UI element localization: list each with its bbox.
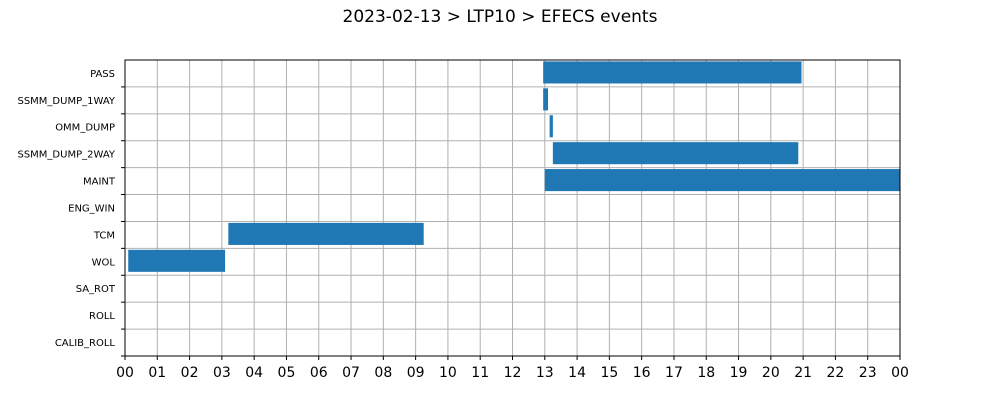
x-tick-label: 14 bbox=[568, 365, 586, 381]
event-bar-maint bbox=[544, 169, 900, 192]
event-bar-tcm bbox=[228, 222, 424, 245]
x-tick-label: 21 bbox=[794, 365, 812, 381]
y-tick-label: PASS bbox=[90, 69, 115, 80]
x-tick-label: 05 bbox=[278, 365, 296, 381]
x-tick-label: 03 bbox=[213, 365, 231, 381]
x-tick-label: 19 bbox=[730, 365, 748, 381]
event-bar-ssmm-dump-2way bbox=[552, 142, 799, 165]
x-tick-label: 16 bbox=[633, 365, 651, 381]
x-tick-label: 18 bbox=[697, 365, 715, 381]
x-tick-label: 20 bbox=[762, 365, 780, 381]
chart-title: 2023-02-13 > LTP10 > EFECS events bbox=[343, 7, 658, 27]
x-tick-label: 06 bbox=[310, 365, 328, 381]
y-tick-label: MAINT bbox=[83, 177, 116, 188]
x-tick-label: 07 bbox=[342, 365, 360, 381]
x-tick-label: 15 bbox=[600, 365, 618, 381]
y-tick-label: SA_ROT bbox=[76, 284, 116, 295]
y-tick-label: SSMM_DUMP_2WAY bbox=[17, 150, 115, 161]
x-tick-label: 12 bbox=[504, 365, 522, 381]
grid-layer bbox=[124, 60, 901, 356]
x-tick-label: 11 bbox=[471, 365, 489, 381]
x-tick-label: 01 bbox=[148, 365, 166, 381]
x-tick-label: 09 bbox=[407, 365, 425, 381]
x-tick-label: 02 bbox=[181, 365, 199, 381]
event-bar-omm-dump bbox=[549, 115, 553, 138]
y-tick-label: SSMM_DUMP_1WAY bbox=[17, 96, 115, 107]
x-tick-label: 17 bbox=[665, 365, 683, 381]
y-tick-label: WOL bbox=[92, 257, 116, 268]
x-tick-label: 23 bbox=[859, 365, 877, 381]
y-tick-label: CALIB_ROLL bbox=[55, 338, 116, 349]
x-tick-label: 13 bbox=[536, 365, 554, 381]
y-tick-label: TCM bbox=[93, 230, 115, 241]
event-bar-pass bbox=[543, 61, 802, 84]
y-tick-label: ENG_WIN bbox=[68, 203, 115, 214]
y-tick-label: ROLL bbox=[89, 311, 115, 322]
x-tick-label: 08 bbox=[374, 365, 392, 381]
tick-layer: 00 01 02 03 04 05 06 07 08 09 10 11 12 13 14 15 16 17 18 19… bbox=[17, 69, 908, 381]
x-tick-label: 22 bbox=[827, 365, 845, 381]
event-bar-wol bbox=[128, 249, 226, 272]
x-tick-label: 00 bbox=[116, 365, 134, 381]
event-bar-ssmm-dump-1way bbox=[543, 88, 549, 111]
bar-layer bbox=[128, 61, 900, 272]
x-tick-label: 00 bbox=[891, 365, 909, 381]
y-tick-label: OMM_DUMP bbox=[55, 123, 115, 134]
x-tick-label: 04 bbox=[245, 365, 263, 381]
x-tick-label: 10 bbox=[439, 365, 457, 381]
